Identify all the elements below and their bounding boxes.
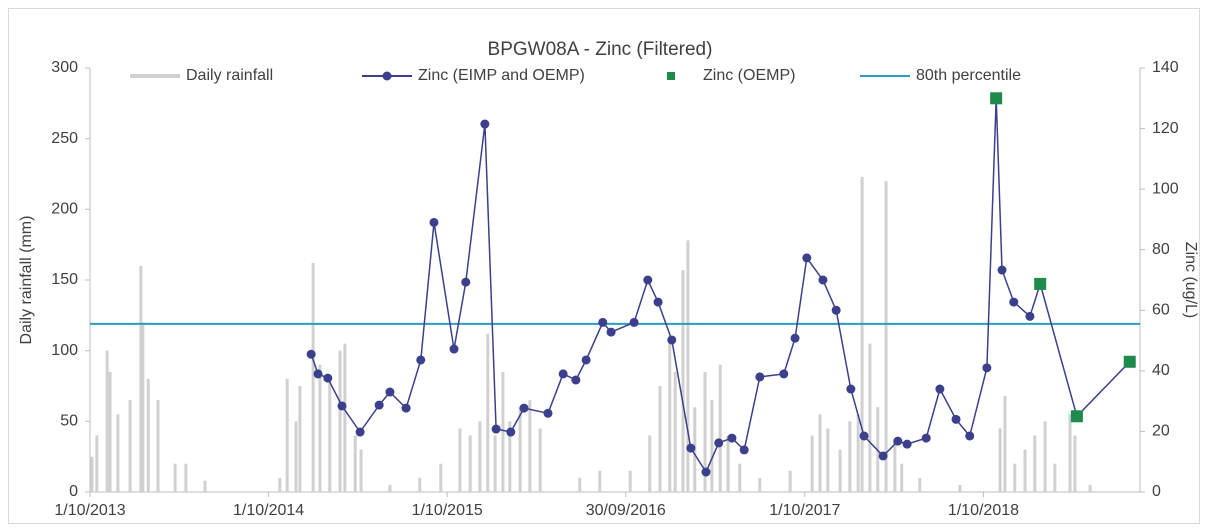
zinc-marker [449,344,459,354]
zinc-marker [859,431,869,441]
zinc-marker [921,433,931,443]
zinc-marker [739,445,749,455]
x-tick-label: 1/10/2014 [233,502,304,519]
y-axis-label: Daily rainfall (mm) [18,216,35,345]
zinc-marker [667,335,677,345]
y-tick-label: 50 [60,413,78,430]
zinc-marker [543,408,553,418]
y-tick-label: 150 [51,271,78,288]
zinc-marker [416,355,426,365]
zinc-marker [598,317,608,327]
y2-tick-label: 40 [1152,362,1170,379]
oemp-marker [1034,277,1047,290]
zinc-marker [643,275,653,285]
zinc-marker [337,401,347,411]
zinc-marker [714,438,724,448]
zinc-marker [519,403,529,413]
zinc-marker [306,349,316,359]
legend-label: 80th percentile [916,67,1021,84]
zinc-marker [893,436,903,446]
zinc-marker [385,387,395,397]
zinc-marker [313,369,323,379]
x-tick-label: 1/10/2017 [769,502,840,519]
chart-border [8,8,1200,524]
legend-label: Zinc (EIMP and OEMP) [418,67,585,84]
y2-tick-label: 0 [1152,483,1161,500]
legend-label: Zinc (OEMP) [703,67,795,84]
zinc-marker [902,439,912,449]
oemp-marker [1123,355,1136,368]
zinc-marker [701,467,711,477]
zinc-marker [429,217,439,227]
zinc-marker [653,297,663,307]
zinc-marker [686,443,696,453]
zinc-marker [951,414,961,424]
x-tick-label: 1/10/2013 [54,502,125,519]
y-tick-label: 300 [51,59,78,76]
legend-symbol [667,72,675,80]
zinc-marker [727,433,737,443]
zinc-marker [1009,297,1019,307]
zinc-marker [831,305,841,315]
zinc-marker [606,327,616,337]
y2-tick-label: 140 [1152,59,1179,76]
y2-tick-label: 100 [1152,180,1179,197]
zinc-marker [997,265,1007,275]
zinc-marker [982,363,992,373]
zinc-marker [401,403,411,413]
y-tick-label: 100 [51,342,78,359]
zinc-marker [491,424,501,434]
y2-tick-label: 20 [1152,423,1170,440]
zinc-marker [506,427,516,437]
zinc-marker [629,317,639,327]
zinc-marker [878,451,888,461]
zinc-marker [1025,311,1035,321]
zinc-marker [374,400,384,410]
x-tick-label: 1/10/2018 [948,502,1019,519]
chart-title: BPGW08A - Zinc (Filtered) [488,39,713,60]
zinc-marker [355,427,365,437]
zinc-marker [571,375,581,385]
zinc-marker [480,119,490,129]
zinc-marker [558,369,568,379]
zinc-marker [323,373,333,383]
zinc-marker [965,431,975,441]
zinc-marker [935,384,945,394]
y2-tick-label: 60 [1152,302,1170,319]
y-tick-label: 250 [51,130,78,147]
y2-tick-label: 120 [1152,120,1179,137]
zinc-marker [581,355,591,365]
zinc-marker [755,372,765,382]
oemp-marker [990,92,1003,105]
zinc-marker [461,277,471,287]
legend-symbol [382,71,392,81]
zinc-marker [802,253,812,263]
x-tick-label: 30/09/2016 [586,502,666,519]
y-tick-label: 0 [69,483,78,500]
y-tick-label: 200 [51,201,78,218]
zinc-marker [818,275,828,285]
y2-axis-label: Zinc (ug/L) [1182,242,1199,318]
zinc-marker [790,333,800,343]
legend-label: Daily rainfall [186,67,273,84]
zinc-marker [846,384,856,394]
oemp-marker [1070,410,1083,423]
zinc-marker [779,369,789,379]
x-tick-label: 1/10/2015 [412,502,483,519]
y2-tick-label: 80 [1152,241,1170,258]
